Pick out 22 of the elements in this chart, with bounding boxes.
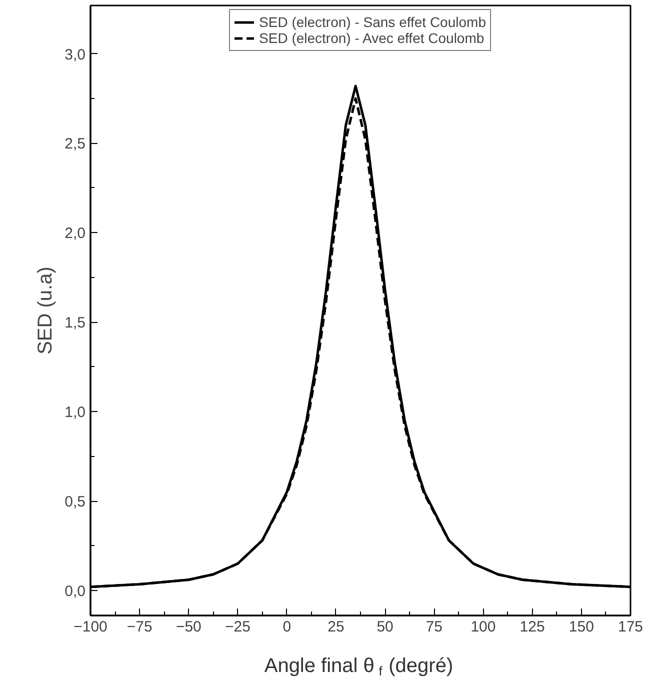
- x-tick-label: 25: [328, 618, 344, 636]
- x-tick-label: 0: [282, 618, 292, 636]
- x-tick-label: 100: [470, 618, 496, 636]
- y-tick-label: 2,0: [64, 225, 86, 242]
- y-tick-label: 2,5: [64, 136, 86, 153]
- x-tick-label: 125: [520, 618, 545, 636]
- x-tick-label: 75: [426, 618, 442, 636]
- legend-label: SED (electron) - Sans effet Coulomb: [259, 14, 486, 30]
- y-tick-label: 1,5: [64, 314, 86, 332]
- x-tick-label: 50: [376, 618, 394, 636]
- y-axis-title: SED (u.a): [34, 266, 57, 354]
- y-tick-label: 0,5: [64, 494, 86, 511]
- x-tick-label: −75: [126, 618, 152, 636]
- y-tick-label: 3,0: [64, 46, 86, 64]
- y-tick-label: 1,0: [64, 404, 86, 422]
- y-tick-label: 0,0: [64, 582, 86, 600]
- x-tick-label: 150: [568, 618, 594, 636]
- x-tick-label: −25: [225, 618, 251, 636]
- x-tick-label: 175: [618, 618, 644, 636]
- legend-label: SED (electron) - Avec effet Coulomb: [259, 30, 484, 46]
- x-tick-label: −50: [176, 618, 202, 636]
- x-tick-label: −100: [74, 618, 108, 636]
